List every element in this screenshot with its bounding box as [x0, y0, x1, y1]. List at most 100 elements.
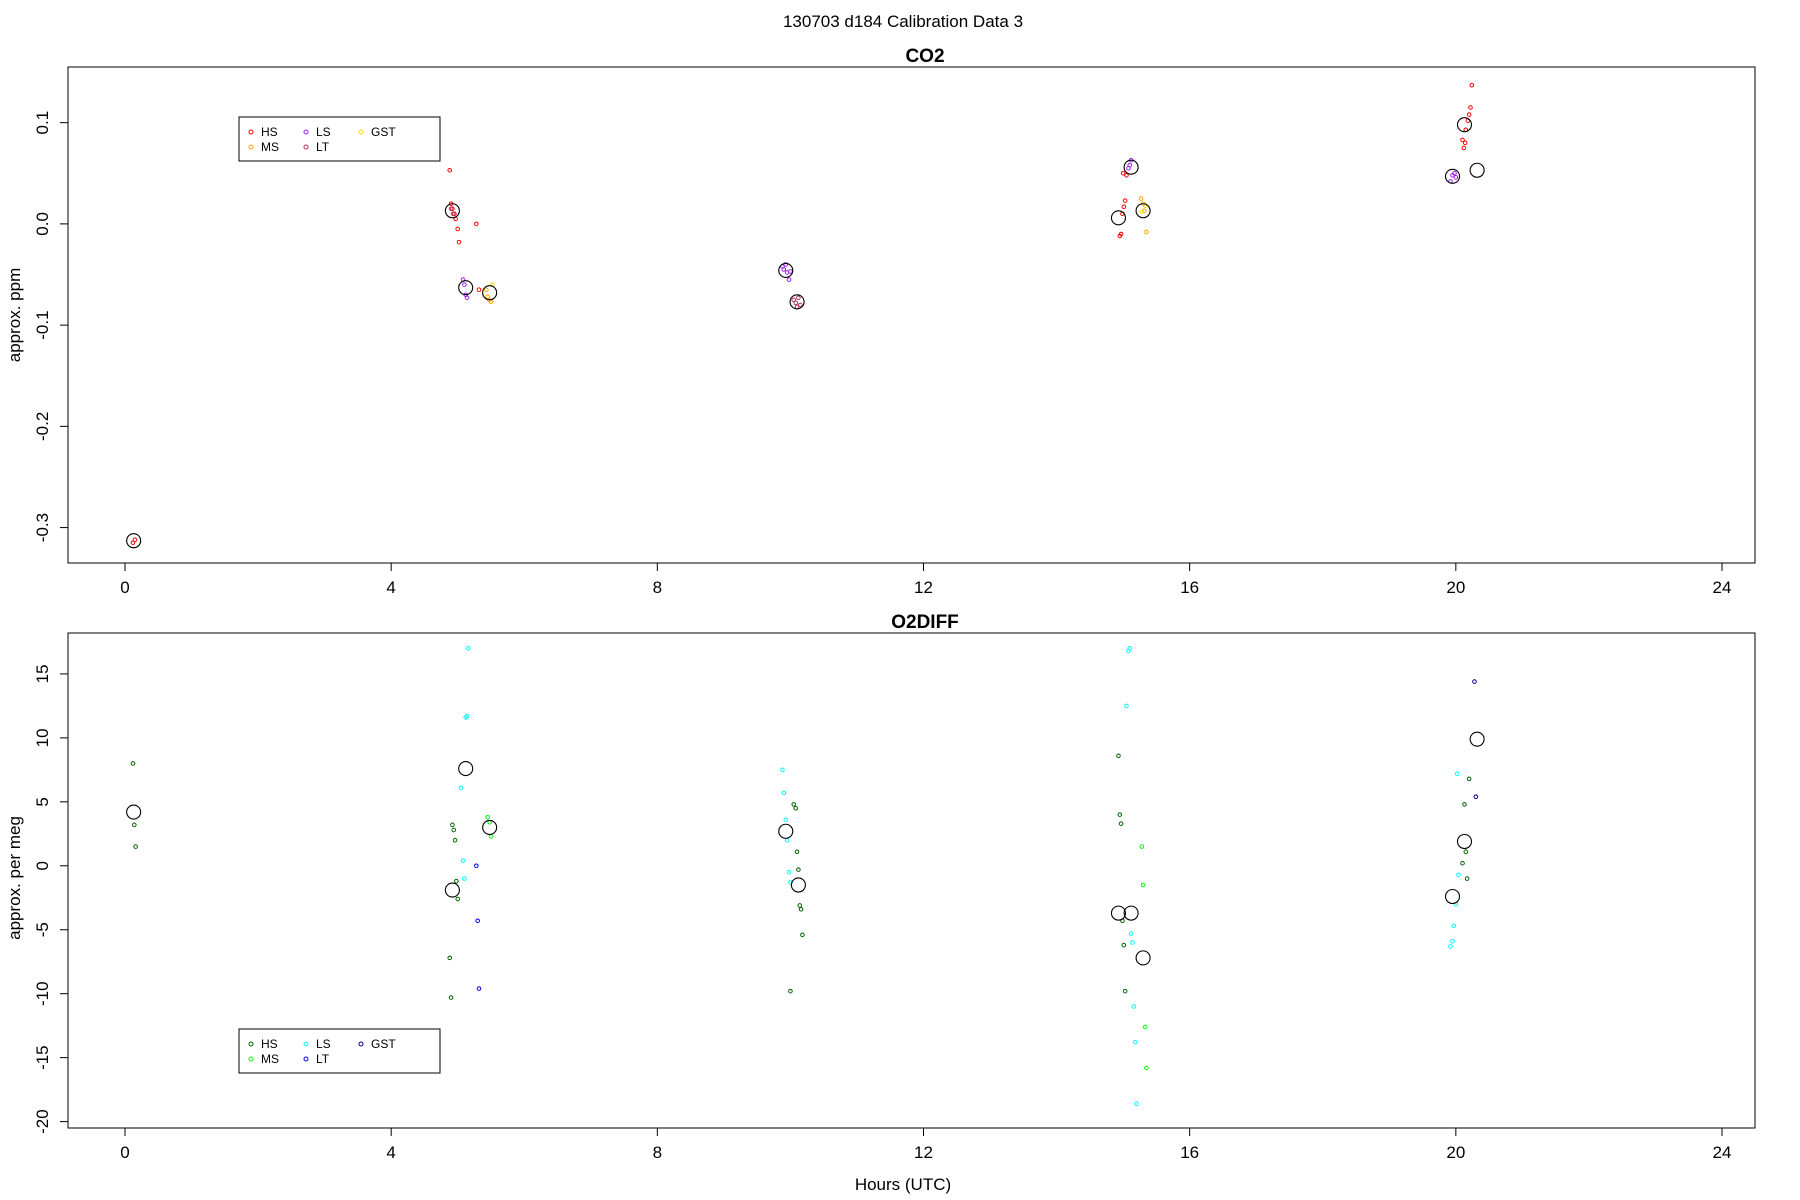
co2-data-point: [1466, 112, 1472, 117]
co2-mean-point: [1444, 168, 1461, 184]
co2-data-point: [130, 540, 136, 546]
co2-mean-point: [1135, 203, 1151, 219]
o2diff-data-point: [476, 986, 482, 991]
co2-data-point: [786, 277, 792, 282]
o2diff-series-lt: [474, 863, 482, 991]
o2diff-x-tick-label: 4: [386, 1143, 395, 1162]
o2diff-data-point: [452, 837, 458, 843]
o2diff-mean-point: [1444, 888, 1461, 905]
co2-y-axis-label: approx. ppm: [5, 268, 24, 363]
o2diff-data-point: [783, 817, 789, 823]
o2diff-data-point: [1116, 753, 1121, 759]
o2diff-y-tick-label: -15: [33, 1045, 52, 1070]
o2diff-panel-title: O2DIFF: [891, 612, 959, 633]
co2-series-mean: [126, 117, 1485, 549]
co2-data-point: [1118, 231, 1124, 237]
o2diff-y-tick-label: -20: [33, 1109, 52, 1134]
co2-mean-point: [458, 280, 474, 296]
figure-title: 130703 d184 Calibration Data 3: [783, 12, 1023, 31]
co2-data-point: [1120, 170, 1126, 176]
o2diff-series-ls: [458, 646, 1461, 1106]
o2diff-legend-label: HS: [261, 1037, 278, 1051]
o2diff-x-tick-label: 8: [653, 1143, 662, 1162]
o2diff-data-point: [1454, 771, 1460, 776]
o2diff-data-point: [448, 995, 454, 1000]
co2-data-point: [448, 206, 454, 212]
co2-data-point: [793, 300, 799, 306]
o2diff-data-point: [1450, 938, 1455, 944]
o2diff-data-point: [786, 869, 792, 875]
o2diff-data-point: [793, 805, 799, 811]
co2-series-ls: [460, 157, 1459, 301]
co2-legend-label: HS: [261, 125, 278, 139]
co2-x-tick-label: 12: [914, 578, 933, 597]
o2diff-data-point: [447, 955, 453, 961]
co2-data-point: [798, 302, 803, 308]
co2-data-point: [1144, 229, 1149, 235]
co2-data-point: [1462, 140, 1468, 146]
co2-data-point: [788, 269, 793, 274]
co2-mean-point: [1469, 162, 1485, 178]
co2-series-gst: [490, 203, 1148, 287]
o2diff-data-point: [797, 903, 803, 908]
o2diff-data-point: [1464, 876, 1470, 881]
co2-data-point: [1142, 208, 1147, 214]
o2diff-data-point: [1473, 794, 1479, 800]
o2diff-data-point: [1121, 942, 1127, 948]
o2diff-data-point: [1456, 872, 1461, 878]
co2-data-point: [476, 287, 482, 292]
co2-data-point: [462, 282, 467, 287]
co2-mean-point: [1123, 159, 1139, 175]
o2diff-y-tick-label: 10: [33, 728, 52, 747]
co2-legend-marker: [303, 129, 309, 135]
o2diff-mean-point: [126, 804, 142, 820]
co2-mean-point: [482, 285, 498, 301]
co2-mean-point: [126, 533, 142, 549]
co2-plot-frame: [67, 66, 1756, 564]
co2-data-point: [1121, 204, 1127, 209]
o2diff-data-point: [460, 858, 466, 863]
co2-data-point: [1452, 170, 1457, 176]
o2diff-mean-point: [1123, 905, 1139, 921]
o2diff-legend-box: [238, 1028, 441, 1074]
co2-data-point: [1460, 137, 1465, 143]
o2diff-plot-frame: [67, 632, 1756, 1129]
o2diff-legend-label: MS: [261, 1052, 279, 1066]
co2-mean-point: [1456, 117, 1473, 133]
o2diff-legend-label: LS: [316, 1037, 331, 1051]
co2-y-tick-label: 0.1: [33, 111, 52, 135]
o2diff-legend-marker: [303, 1041, 309, 1047]
co2-y-tick-label: -0.2: [33, 412, 52, 441]
o2diff-data-point: [450, 822, 455, 828]
co2-x-tick-label: 24: [1713, 578, 1732, 597]
o2diff-data-point: [130, 761, 136, 766]
o2diff-data-point: [1472, 679, 1477, 684]
o2diff-legend-marker: [248, 1041, 254, 1047]
o2diff-y-tick-label: 5: [33, 797, 52, 806]
o2diff-data-point: [1460, 860, 1465, 866]
o2diff-data-point: [1142, 1024, 1148, 1030]
o2diff-mean-point: [778, 823, 794, 839]
co2-legend-label: LT: [316, 140, 330, 154]
o2diff-data-point: [455, 896, 461, 902]
o2diff-data-point: [1144, 1065, 1149, 1071]
co2-data-point: [447, 167, 453, 173]
o2diff-data-point: [796, 867, 801, 872]
o2diff-y-tick-label: -10: [33, 981, 52, 1006]
o2diff-mean-point: [1110, 905, 1127, 921]
o2diff-data-point: [1131, 1004, 1137, 1009]
co2-y-tick-label: 0.0: [33, 212, 52, 236]
o2diff-data-point: [798, 906, 804, 912]
o2diff-series-gst: [1472, 679, 1479, 800]
co2-data-point: [781, 267, 787, 272]
o2diff-data-point: [488, 834, 494, 839]
o2diff-data-point: [1124, 703, 1129, 709]
o2diff-data-point: [474, 863, 479, 869]
o2diff-data-point: [1466, 776, 1472, 782]
co2-legend-label: LS: [316, 125, 331, 139]
o2diff-data-point: [794, 849, 800, 855]
co2-panel: CO2 approx. ppm 0 4 8 12 16 20 24 -0.3 -0.2 -0.1 0…: [5, 46, 1756, 597]
co2-data-point: [1453, 175, 1459, 180]
o2diff-mean-point: [444, 882, 460, 898]
